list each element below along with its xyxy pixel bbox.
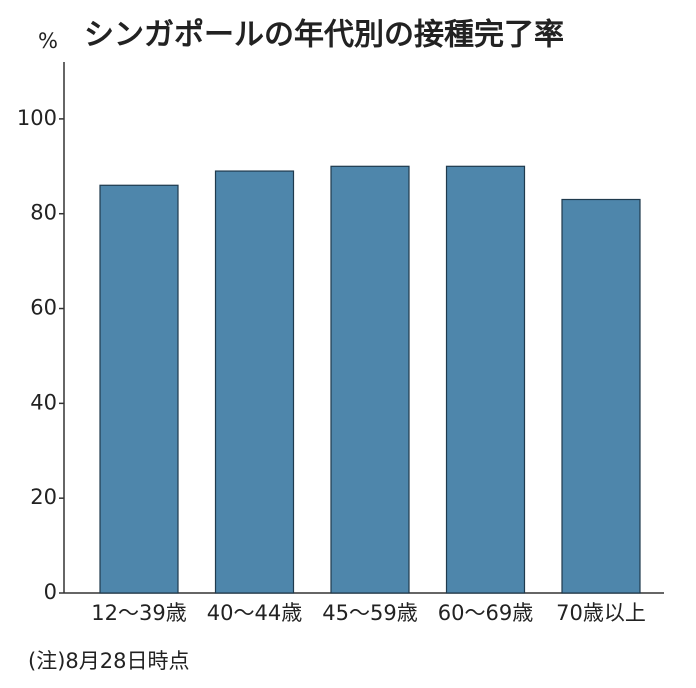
bar bbox=[561, 198, 641, 594]
bar bbox=[330, 165, 410, 594]
y-unit: % bbox=[38, 29, 58, 53]
note: (注)8月28日時点 bbox=[28, 649, 189, 673]
x-tick-label: 70歳以上 bbox=[556, 601, 646, 625]
bar bbox=[99, 184, 179, 594]
chart-title: シンガポールの年代別の接種完了率 bbox=[84, 18, 564, 53]
y-tick-label: 80 bbox=[30, 201, 57, 225]
x-tick-label: 45〜59歳 bbox=[322, 601, 417, 625]
x-tick-label: 60〜69歳 bbox=[438, 601, 533, 625]
y-tick-label: 40 bbox=[30, 390, 57, 414]
y-tick-label: 20 bbox=[30, 485, 57, 509]
bar bbox=[214, 170, 295, 594]
y-tick-label: 100 bbox=[17, 106, 57, 130]
bar bbox=[445, 165, 526, 594]
y-tick-label: 0 bbox=[44, 580, 57, 604]
y-tick-label: 60 bbox=[30, 296, 57, 320]
x-tick-label: 40〜44歳 bbox=[207, 601, 302, 625]
x-tick-label: 12〜39歳 bbox=[91, 601, 186, 625]
